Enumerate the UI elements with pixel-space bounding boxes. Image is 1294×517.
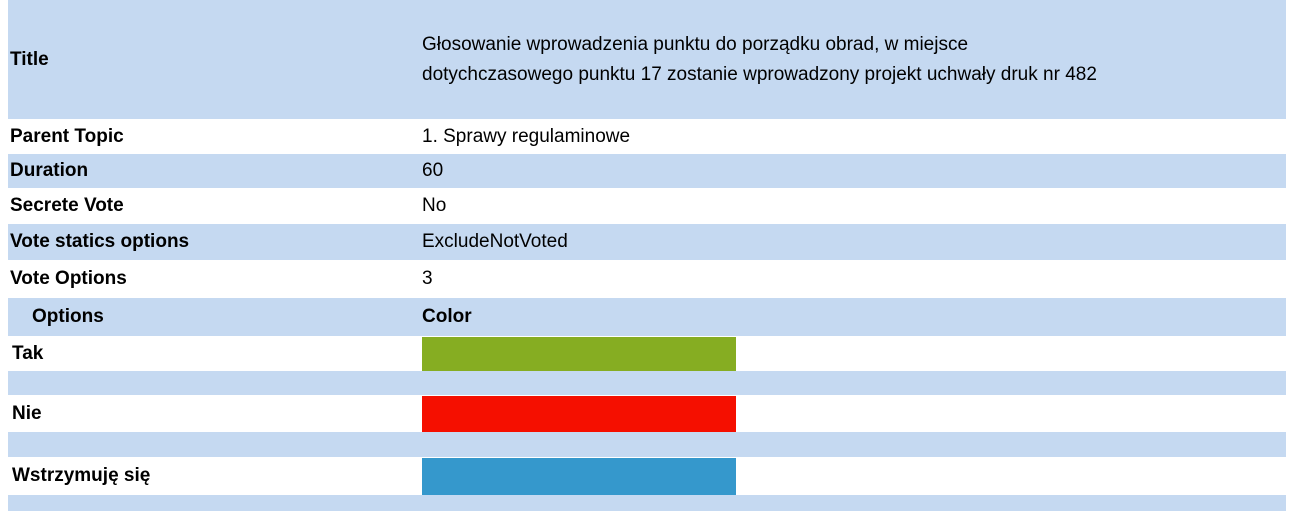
field-label: Secrete Vote	[10, 195, 124, 216]
field-row: Duration 60	[8, 154, 1286, 188]
option-name: Wstrzymuję się	[12, 465, 151, 486]
spacer-row	[8, 371, 1286, 395]
field-label: Vote Options	[10, 268, 127, 289]
option-row: Tak	[8, 336, 1286, 371]
field-value: 1. Sprawy regulaminowe	[422, 125, 631, 147]
field-label: Duration	[10, 160, 89, 181]
field-row: Title Głosowanie wprowadzenia punktu do p…	[8, 0, 1286, 119]
field-label: Parent Topic	[10, 125, 124, 147]
field-value: Głosowanie wprowadzenia punktu do porząd…	[422, 33, 1097, 85]
field-value: 60	[422, 160, 444, 181]
color-swatch	[422, 458, 736, 495]
options-header: Options Color	[8, 298, 1286, 336]
field-label: Title	[10, 48, 49, 70]
field-label: Vote statics options	[10, 231, 190, 252]
spacer-row	[8, 495, 1286, 511]
field-row: Vote Options 3	[8, 260, 1286, 298]
field-value: No	[422, 195, 447, 216]
header-options: Options	[32, 306, 104, 327]
option-name: Nie	[12, 402, 42, 424]
field-row: Secrete Vote No	[8, 188, 1286, 224]
field-row: Vote statics options ExcludeNotVoted	[8, 224, 1286, 260]
option-row: Nie	[8, 395, 1286, 432]
field-row: Parent Topic 1. Sprawy regulaminowe	[8, 119, 1286, 154]
color-swatch	[422, 396, 736, 432]
field-value: 3	[422, 268, 433, 289]
option-row: Wstrzymuję się	[8, 457, 1286, 495]
field-value: ExcludeNotVoted	[422, 231, 568, 252]
option-name: Tak	[12, 342, 44, 364]
header-color: Color	[422, 306, 472, 327]
spacer-row	[8, 432, 1286, 457]
color-swatch	[422, 337, 736, 371]
